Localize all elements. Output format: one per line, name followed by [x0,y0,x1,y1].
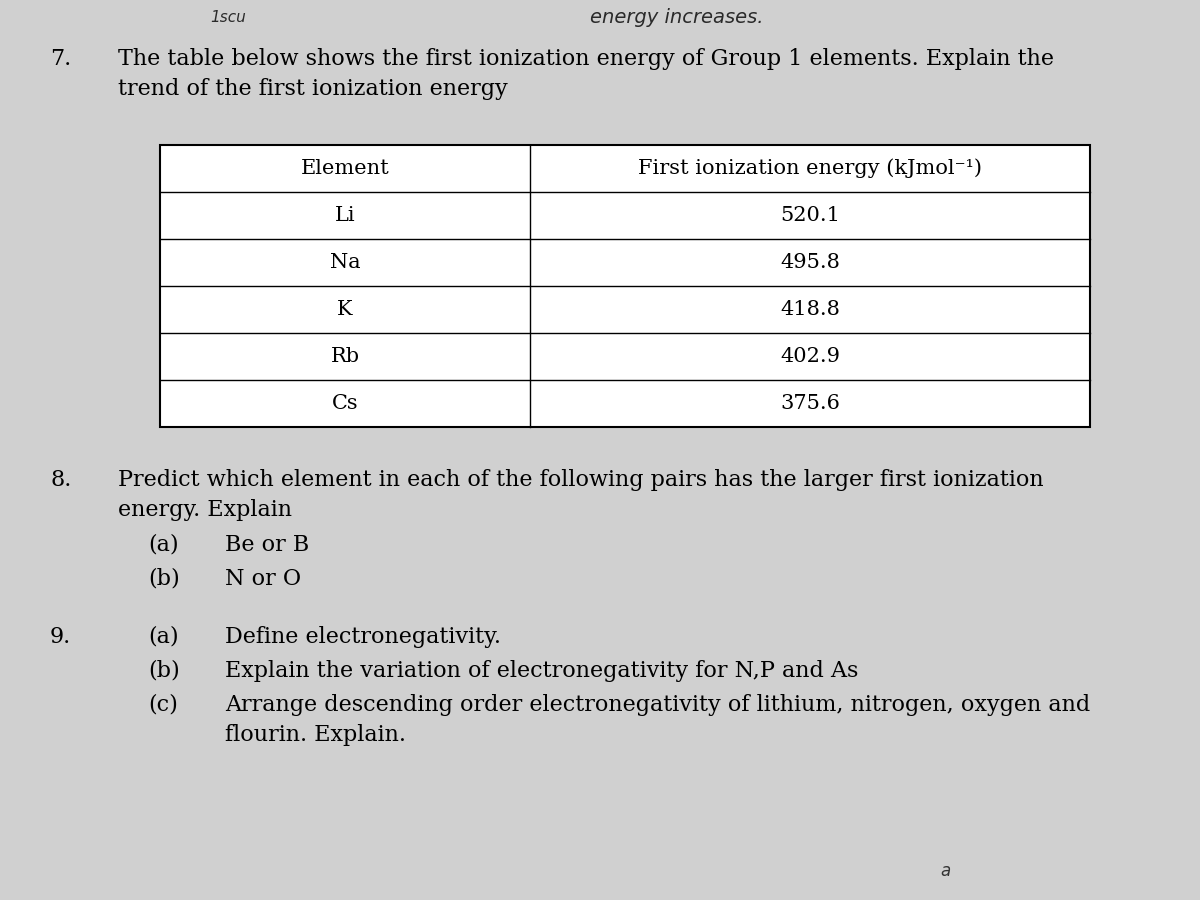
Text: (a): (a) [148,626,179,648]
Text: 8.: 8. [50,469,71,491]
Text: Na: Na [330,253,360,272]
Text: Arrange descending order electronegativity of lithium, nitrogen, oxygen and: Arrange descending order electronegativi… [226,694,1091,716]
Text: Rb: Rb [330,347,360,366]
Text: First ionization energy (kJmol⁻¹): First ionization energy (kJmol⁻¹) [638,158,982,178]
Text: N or O: N or O [226,568,301,590]
Text: flourin. Explain.: flourin. Explain. [226,724,406,746]
Text: Element: Element [301,159,389,178]
Text: Define electronegativity.: Define electronegativity. [226,626,502,648]
Text: Cs: Cs [331,394,359,413]
Text: Predict which element in each of the following pairs has the larger first ioniza: Predict which element in each of the fol… [118,469,1044,491]
Text: 1scu: 1scu [210,10,246,25]
Text: K: K [337,300,353,319]
FancyBboxPatch shape [160,145,1090,427]
Text: 418.8: 418.8 [780,300,840,319]
Text: trend of the first ionization energy: trend of the first ionization energy [118,78,508,100]
Text: (a): (a) [148,534,179,556]
Text: (b): (b) [148,568,180,590]
Text: Be or B: Be or B [226,534,310,556]
Text: (b): (b) [148,660,180,682]
Text: 402.9: 402.9 [780,347,840,366]
Text: Explain the variation of electronegativity for N,P and As: Explain the variation of electronegativi… [226,660,858,682]
Text: The table below shows the first ionization energy of Group 1 elements. Explain t: The table below shows the first ionizati… [118,48,1054,70]
Text: energy increases.: energy increases. [590,8,763,27]
Text: 495.8: 495.8 [780,253,840,272]
Text: 520.1: 520.1 [780,206,840,225]
Text: (c): (c) [148,694,178,716]
Text: 375.6: 375.6 [780,394,840,413]
Text: Li: Li [335,206,355,225]
Text: 9.: 9. [50,626,71,648]
Text: a: a [940,862,950,880]
Text: 7.: 7. [50,48,71,70]
Text: energy. Explain: energy. Explain [118,499,292,521]
